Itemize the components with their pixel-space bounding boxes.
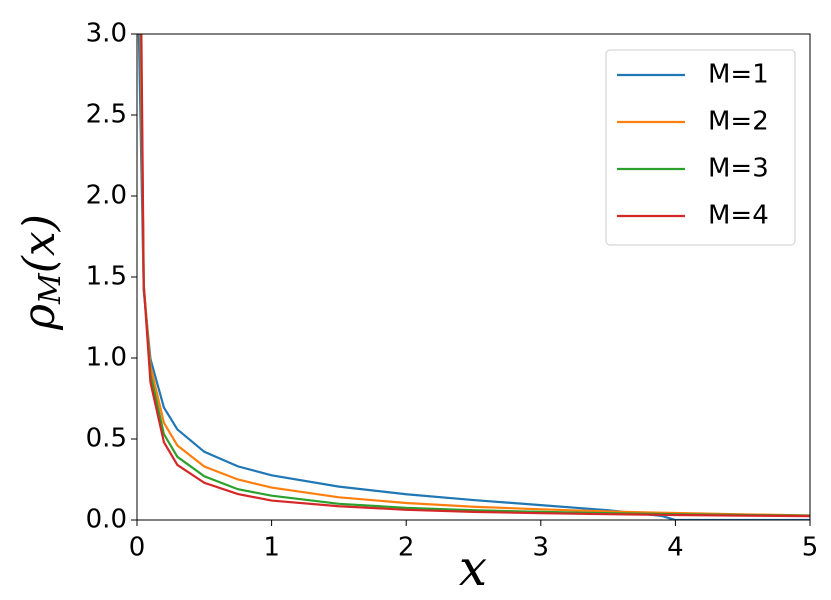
series-line bbox=[137, 34, 810, 520]
plot-frame bbox=[136, 33, 811, 521]
legend-label: M=4 bbox=[708, 201, 769, 231]
series-line bbox=[139, 34, 810, 517]
x-tick-label: 5 bbox=[802, 533, 819, 563]
y-label-argument: (x) bbox=[14, 214, 65, 273]
y-label-symbol: ρ bbox=[14, 304, 65, 331]
series-line bbox=[140, 34, 810, 518]
x-axis-label: x bbox=[459, 539, 487, 597]
x-tick-label: 1 bbox=[263, 533, 280, 563]
y-tick-label: 2.5 bbox=[86, 100, 127, 130]
y-axis-label: ρM(x) bbox=[14, 214, 69, 331]
legend-label: M=3 bbox=[708, 154, 769, 184]
y-tick-label: 2.0 bbox=[86, 181, 127, 211]
x-tick-label: 3 bbox=[533, 533, 550, 563]
y-tick-label: 0.0 bbox=[86, 505, 127, 535]
x-tick-label: 0 bbox=[129, 533, 146, 563]
y-tick-label: 3.0 bbox=[86, 19, 127, 49]
x-tick-label: 4 bbox=[667, 533, 684, 563]
legend-box bbox=[605, 49, 796, 246]
legend-label: M=2 bbox=[708, 107, 769, 137]
y-tick-label: 0.5 bbox=[86, 424, 127, 454]
x-tick-label: 2 bbox=[398, 533, 415, 563]
y-tick-label: 1.0 bbox=[86, 343, 127, 373]
plot-lines bbox=[137, 34, 810, 520]
y-label-subscript: M bbox=[33, 272, 68, 305]
legend-label: M=1 bbox=[708, 60, 769, 90]
y-tick-label: 1.5 bbox=[86, 262, 127, 292]
